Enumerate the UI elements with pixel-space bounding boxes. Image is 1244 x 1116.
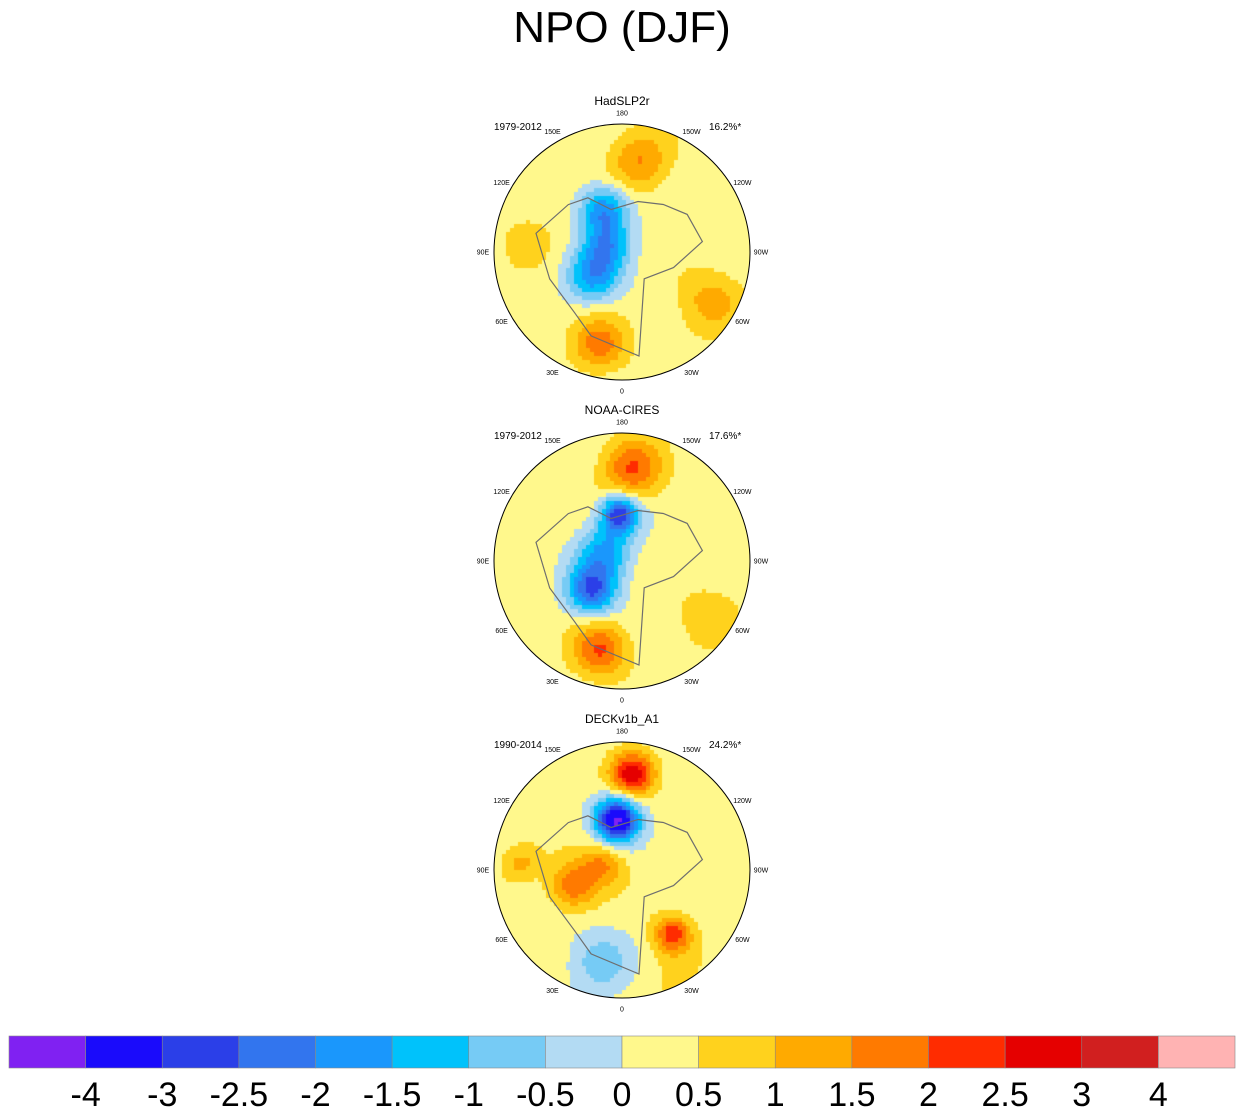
longitude-label: 150E	[544, 129, 561, 136]
colorbar-swatch	[545, 1035, 623, 1069]
contour-field	[494, 124, 750, 380]
panel-period: 1979-2012	[494, 431, 542, 442]
longitude-label: 150W	[682, 129, 701, 136]
colorbar-label: 1.5	[828, 1076, 875, 1114]
colorbar-swatch	[8, 1035, 86, 1069]
longitude-label: 90W	[754, 868, 769, 875]
longitude-label: 60W	[735, 319, 750, 326]
colorbar-swatch	[161, 1035, 240, 1069]
colorbar-label: 4	[1149, 1076, 1168, 1114]
contour-field	[494, 433, 750, 689]
map-boundary	[493, 741, 751, 999]
colorbar-label: -0.5	[516, 1076, 575, 1114]
panel-variance: 17.6%*	[709, 431, 741, 442]
map-panel: NOAA-CIRES 1979-2012 17.6%* 180 150E 120E 90E 6…	[477, 403, 769, 705]
figure-title: NPO (DJF)	[513, 3, 731, 52]
colorbar-swatch	[774, 1035, 853, 1069]
colorbar-swatch	[1004, 1035, 1083, 1069]
longitude-label: 120E	[493, 798, 510, 805]
colorbar-swatch	[85, 1035, 163, 1069]
colorbar-label: -1.5	[363, 1076, 422, 1114]
longitude-label: 120W	[733, 489, 752, 496]
panel-title: DECKv1b_A1	[585, 712, 659, 726]
colorbar-swatch	[391, 1035, 470, 1069]
colorbar: -4 -3 -2.5 -2 -1.5 -1 -0.5 0 0.5 1 1.5 2 2.5 3 4	[8, 1035, 1236, 1114]
longitude-label: 120E	[493, 180, 510, 187]
colorbar-label: -3	[147, 1076, 177, 1114]
longitude-label: 120W	[733, 798, 752, 805]
longitude-label: 90W	[754, 250, 769, 257]
longitude-label: 90W	[754, 559, 769, 566]
colorbar-swatch	[468, 1035, 546, 1069]
colorbar-swatch	[698, 1035, 776, 1069]
colorbar-swatch	[238, 1035, 316, 1069]
colorbar-swatch	[315, 1035, 393, 1069]
longitude-label: 30W	[684, 370, 699, 377]
longitude-label: 30E	[546, 988, 559, 995]
map-panel: DECKv1b_A1 1990-2014 24.2%* 180 150E 120E 90E 6…	[477, 712, 769, 1014]
coastline	[535, 815, 704, 975]
panel-period: 1979-2012	[494, 122, 542, 133]
longitude-label: 60E	[495, 319, 508, 326]
panel-period: 1990-2014	[494, 740, 542, 751]
longitude-label: 150E	[544, 747, 561, 754]
longitude-label: 60W	[735, 628, 750, 635]
longitude-label: 60E	[495, 628, 508, 635]
colorbar-swatch	[1081, 1035, 1159, 1069]
panel-variance: 24.2%*	[709, 740, 741, 751]
longitude-label: 60W	[735, 937, 750, 944]
longitude-label: 180	[616, 420, 628, 427]
colorbar-swatch	[928, 1035, 1006, 1069]
longitude-label: 0	[620, 698, 624, 705]
longitude-label: 30W	[684, 988, 699, 995]
colorbar-label: -4	[71, 1076, 101, 1114]
colorbar-label: 2	[919, 1076, 938, 1114]
colorbar-label: 3	[1072, 1076, 1091, 1114]
map-boundary	[493, 432, 751, 690]
colorbar-label: 1	[766, 1076, 785, 1114]
contour-field	[494, 742, 750, 998]
colorbar-swatch	[1158, 1035, 1236, 1069]
longitude-label: 60E	[495, 937, 508, 944]
colorbar-swatch	[851, 1035, 929, 1069]
panel-variance: 16.2%*	[709, 122, 741, 133]
panel-title: HadSLP2r	[594, 94, 649, 108]
panel-title: NOAA-CIRES	[585, 403, 660, 417]
colorbar-label: -2.5	[210, 1076, 269, 1114]
longitude-label: 0	[620, 1007, 624, 1014]
colorbar-swatch	[621, 1035, 699, 1069]
map-boundary	[493, 123, 751, 381]
coastline	[535, 506, 704, 666]
colorbar-label: -2	[300, 1076, 330, 1114]
longitude-label: 30W	[684, 679, 699, 686]
longitude-label: 90E	[477, 250, 490, 257]
longitude-label: 0	[620, 389, 624, 396]
colorbar-label: 0.5	[675, 1076, 722, 1114]
longitude-label: 120W	[733, 180, 752, 187]
longitude-label: 90E	[477, 868, 490, 875]
longitude-label: 30E	[546, 679, 559, 686]
longitude-label: 150E	[544, 438, 561, 445]
longitude-label: 90E	[477, 559, 490, 566]
longitude-label: 30E	[546, 370, 559, 377]
longitude-label: 150W	[682, 438, 701, 445]
map-panel: HadSLP2r 1979-2012 16.2%* 180 150E 120E 90E 60E…	[477, 94, 769, 396]
colorbar-label: -1	[454, 1076, 484, 1114]
coastline	[535, 197, 704, 357]
longitude-label: 120E	[493, 489, 510, 496]
longitude-label: 180	[616, 729, 628, 736]
longitude-label: 180	[616, 111, 628, 118]
colorbar-label: 0	[613, 1076, 632, 1114]
longitude-label: 150W	[682, 747, 701, 754]
colorbar-label: 2.5	[981, 1076, 1028, 1114]
